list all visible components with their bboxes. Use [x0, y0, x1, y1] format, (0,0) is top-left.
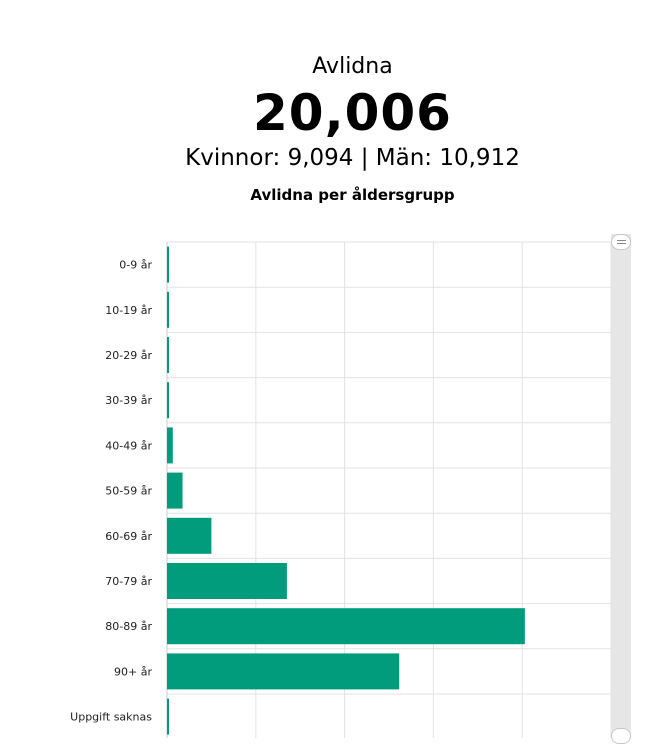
bar[interactable] — [167, 246, 169, 283]
category-label: 0-9 år — [119, 259, 152, 272]
category-label: 40-49 år — [105, 439, 152, 452]
category-label: 30-39 år — [105, 394, 152, 407]
category-label: 10-19 år — [105, 304, 152, 317]
category-label: 60-69 år — [105, 530, 152, 543]
bar[interactable] — [167, 608, 525, 645]
category-label: Uppgift saknas — [70, 711, 152, 724]
scroll-handle-bottom[interactable] — [611, 728, 631, 744]
bar[interactable] — [167, 653, 400, 690]
bar[interactable] — [167, 427, 173, 464]
bar[interactable] — [167, 517, 212, 554]
category-label: 70-79 år — [105, 575, 152, 588]
category-label: 50-59 år — [105, 485, 152, 498]
chart-scrollbar[interactable] — [611, 234, 631, 744]
category-label: 80-89 år — [105, 620, 152, 633]
bar[interactable] — [167, 563, 287, 599]
header-title: Avlidna — [312, 54, 393, 79]
bar[interactable] — [167, 382, 169, 419]
gender-split: Kvinnor: 9,094 | Män: 10,912 — [185, 145, 520, 171]
bar[interactable] — [167, 291, 169, 328]
chart-title: Avlidna per åldersgrupp — [250, 186, 455, 204]
bar[interactable] — [167, 698, 169, 735]
category-label: 90+ år — [114, 665, 152, 678]
category-label: 20-29 år — [105, 349, 152, 362]
bar[interactable] — [167, 472, 183, 509]
total-deaths: 20,006 — [253, 84, 452, 142]
scroll-handle-top[interactable] — [611, 234, 631, 250]
bar[interactable] — [167, 337, 169, 373]
bar-chart: 0-9 år 10-19 år 20-29 år 30-39 år 40-49 år 50… — [70, 241, 611, 738]
